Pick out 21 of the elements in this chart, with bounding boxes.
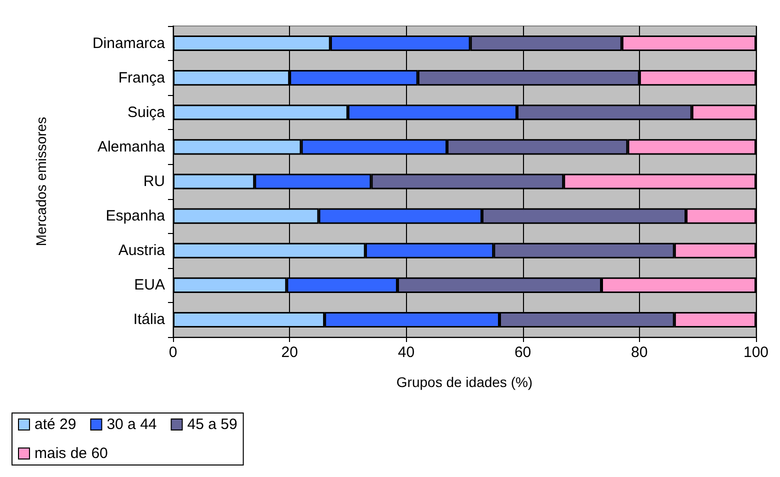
x-tick-label: 40 [398, 344, 415, 361]
y-tick-label: Espanha [106, 208, 166, 225]
legend-label: mais de 60 [34, 445, 108, 462]
legend-label: 45 a 59 [187, 416, 238, 433]
y-tick-label: Austria [118, 242, 166, 260]
x-tick-label: 20 [281, 344, 298, 361]
y-tick-label: Itália [133, 311, 166, 328]
y-tick-label: Alemanha [97, 138, 166, 156]
x-tick-label: 80 [631, 344, 648, 361]
y-tick-label: EUA [134, 276, 165, 294]
x-tick-label: 0 [168, 344, 178, 361]
legend-label: 30 a 44 [106, 416, 157, 433]
y-tick-label: RU [143, 173, 165, 190]
y-tick-label: Dinamarca [92, 34, 166, 52]
x-tick-label: 60 [514, 344, 532, 361]
legend-label: até 29 [34, 416, 76, 433]
y-tick-label: França [118, 69, 166, 86]
x-axis-title: Grupos de idades (%) [396, 374, 533, 390]
y-tick-label: Suiça [127, 104, 166, 121]
y-axis-title: Mercados emissores [33, 116, 49, 246]
x-tick-label: 100 [743, 344, 769, 361]
